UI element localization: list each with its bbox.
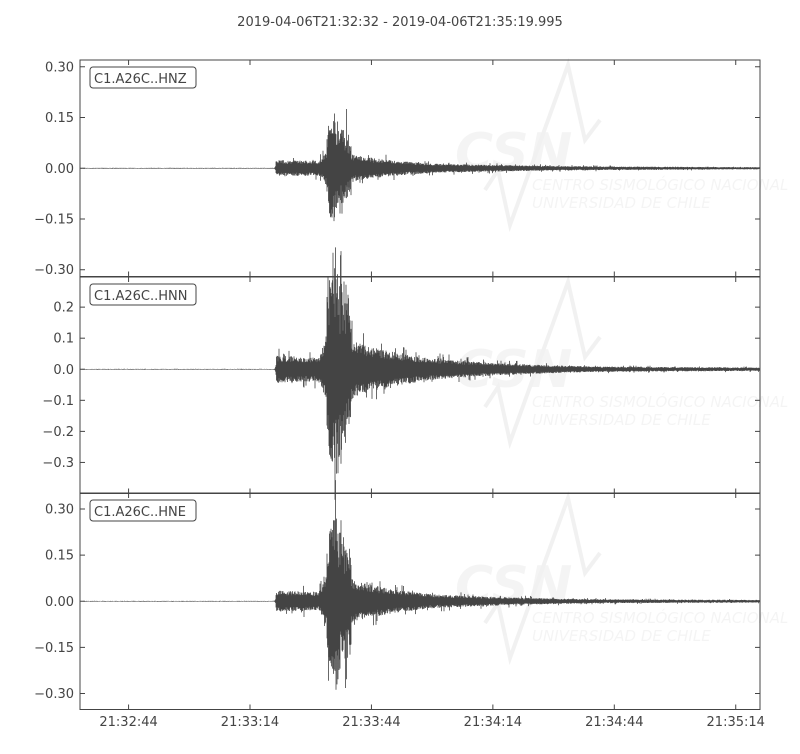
watermark-wave	[483, 274, 602, 450]
y-tick-label: 0.00	[45, 595, 74, 610]
x-tick-label: 21:34:44	[585, 715, 643, 730]
watermark-logo: CSN	[455, 556, 572, 616]
watermark-wave	[483, 57, 602, 233]
trace-label: C1.A26C..HNZ	[94, 72, 187, 87]
y-tick-label: 0.0	[53, 363, 74, 378]
watermark-line2: UNIVERSIDAD DE CHILE	[532, 411, 711, 429]
axes-frame	[79, 276, 761, 494]
watermark-line2: UNIVERSIDAD DE CHILE	[532, 194, 711, 212]
x-tick-label: 21:32:44	[99, 715, 157, 730]
y-tick-label: −0.15	[34, 212, 74, 227]
trace-label: C1.A26C..HNE	[94, 505, 186, 520]
watermark-wave	[483, 490, 602, 666]
y-tick-label: 0.2	[53, 301, 74, 316]
y-tick-label: 0.15	[45, 549, 74, 564]
watermark-line1: CENTRO SISMOLÓGICO NACIONAL	[532, 175, 788, 194]
trace-label-box	[89, 283, 197, 306]
y-tick-label: −0.30	[34, 263, 74, 278]
y-tick-label: −0.3	[42, 456, 74, 471]
y-tick-label: 0.15	[45, 111, 74, 126]
y-tick-label: −0.2	[42, 425, 74, 440]
chart-title: 2019-04-06T21:32:32 - 2019-04-06T21:35:1…	[237, 15, 563, 30]
y-tick-label: 0.30	[45, 60, 74, 75]
x-tick-label: 21:33:14	[221, 715, 279, 730]
x-tick-label: 21:34:14	[464, 715, 522, 730]
y-tick-label: 0.30	[45, 502, 74, 517]
x-tick-label: 21:33:44	[342, 715, 400, 730]
trace-label-box	[89, 66, 197, 89]
y-tick-label: −0.1	[42, 394, 74, 409]
x-tick-label: 21:35:14	[707, 715, 765, 730]
watermark-line2: UNIVERSIDAD DE CHILE	[532, 627, 711, 645]
watermark-line1: CENTRO SISMOLÓGICO NACIONAL	[532, 608, 788, 627]
y-tick-label: −0.30	[34, 687, 74, 702]
y-tick-label: −0.15	[34, 641, 74, 656]
trace-label: C1.A26C..HNN	[94, 289, 187, 304]
watermark-line1: CENTRO SISMOLÓGICO NACIONAL	[532, 392, 788, 411]
y-tick-label: 0.1	[53, 332, 74, 347]
watermark-logo: CSN	[455, 123, 572, 183]
y-tick-label: 0.00	[45, 162, 74, 177]
trace-label-box	[89, 499, 197, 522]
